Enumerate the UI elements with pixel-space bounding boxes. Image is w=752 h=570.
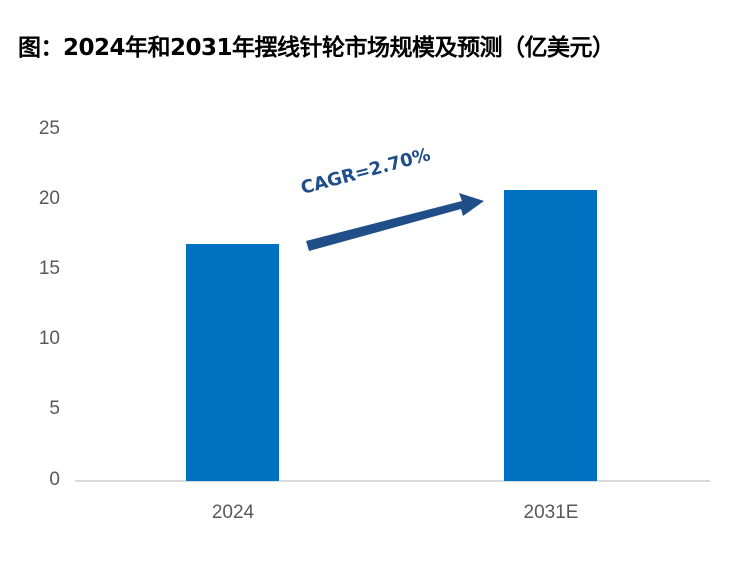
y-tick-label: 5 [49, 398, 60, 419]
bar-2031e [504, 190, 597, 481]
chart-title: 图：2024年和2031年摆线针轮市场规模及预测（亿美元） [18, 35, 615, 61]
y-tick-label: 15 [38, 258, 60, 279]
bar-2024 [186, 244, 279, 481]
y-tick-label: 25 [38, 118, 60, 139]
y-tick-label: 10 [38, 328, 60, 349]
y-tick-label: 0 [49, 469, 60, 490]
x-tick-label: 2031E [523, 502, 579, 523]
x-axis-line [75, 480, 710, 482]
y-tick-label: 20 [38, 188, 60, 209]
x-tick-label: 2024 [211, 502, 255, 523]
